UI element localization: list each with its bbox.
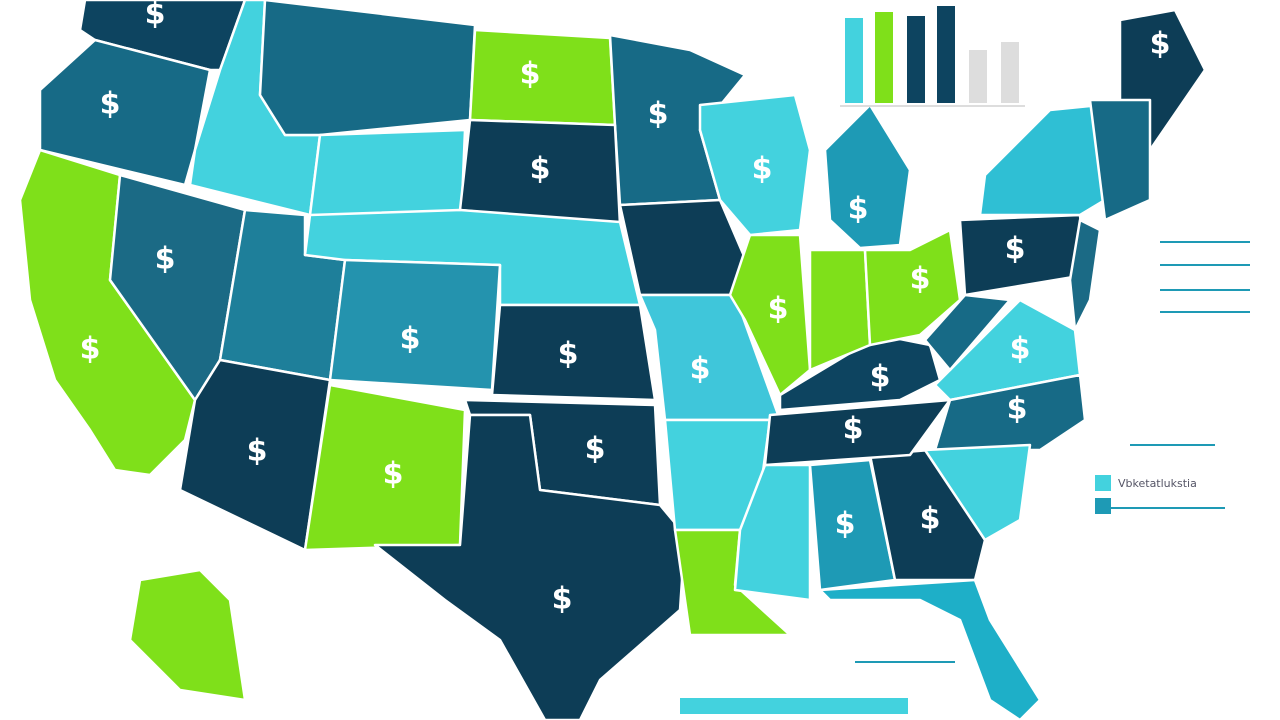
state — [490, 303, 657, 402]
state-label: $ — [100, 87, 121, 122]
state — [178, 358, 332, 552]
state-label: $ — [558, 337, 579, 372]
state — [978, 103, 1107, 217]
legend-swatch — [1095, 498, 1111, 514]
bar-icon — [840, 6, 1025, 107]
state — [128, 568, 247, 702]
state-label: $ — [1010, 332, 1031, 367]
icon-bar — [1001, 42, 1019, 103]
legend-label: Vbketatlukstia — [1118, 477, 1197, 490]
state — [38, 38, 212, 187]
icon-bar — [937, 6, 955, 103]
state-label: $ — [752, 152, 773, 187]
state — [698, 93, 812, 237]
state-label: $ — [520, 57, 541, 92]
state-label: $ — [690, 352, 711, 387]
state — [618, 198, 752, 297]
state-label: $ — [843, 412, 864, 447]
state — [1068, 218, 1102, 332]
state — [933, 298, 1082, 402]
state-label: $ — [80, 332, 101, 367]
state-label: $ — [920, 502, 941, 537]
state-label: $ — [1150, 27, 1171, 62]
deco-bar — [680, 698, 908, 714]
states — [18, 0, 1207, 720]
state — [673, 528, 792, 637]
state — [923, 443, 1032, 542]
state — [923, 293, 1012, 372]
state-label: $ — [145, 0, 166, 32]
state — [728, 233, 812, 397]
state-labels: $ $ $ $ $ $ $ $ $ $ $ $ $ $ $ $ $ $ $ $ $ $ $ $ $ $ — [80, 0, 1171, 617]
side-lines — [855, 241, 1250, 663]
state — [258, 0, 477, 137]
state-label: $ — [247, 434, 268, 469]
state — [763, 398, 952, 467]
state — [733, 463, 812, 602]
state-label: $ — [648, 97, 669, 132]
state — [868, 448, 987, 582]
state-label: $ — [400, 322, 421, 357]
state-label: $ — [155, 242, 176, 277]
state-label: $ — [552, 582, 573, 617]
state-label: $ — [910, 262, 931, 297]
state-label: $ — [585, 432, 606, 467]
icon-bar — [969, 50, 987, 103]
icon-bar — [845, 18, 863, 103]
state-label: $ — [383, 457, 404, 492]
state-label: $ — [1005, 232, 1026, 267]
state — [818, 578, 1042, 720]
state — [373, 413, 687, 720]
state — [1088, 98, 1152, 222]
state-label: $ — [530, 152, 551, 187]
state-label: $ — [1007, 392, 1028, 427]
icon-bar — [875, 12, 893, 103]
state-label: $ — [835, 507, 856, 542]
state — [933, 373, 1087, 452]
legend-swatch — [1095, 475, 1111, 491]
state — [823, 103, 912, 250]
icon-bar — [907, 16, 925, 103]
state-label: $ — [848, 192, 869, 227]
state-label: $ — [768, 292, 789, 327]
state — [468, 28, 617, 127]
state-label: $ — [870, 360, 891, 395]
